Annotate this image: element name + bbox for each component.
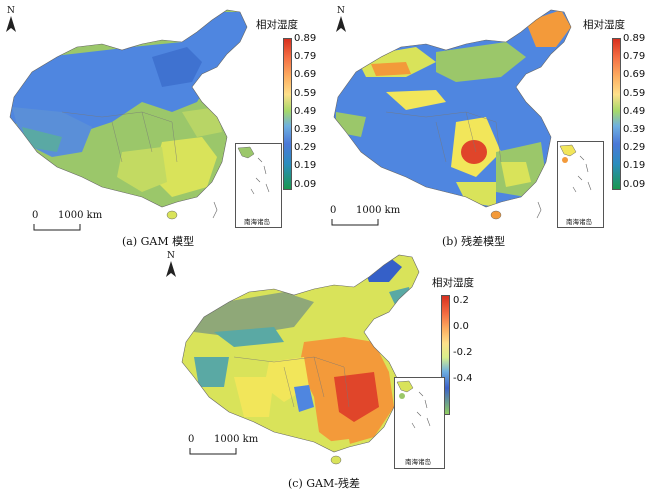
inset-label-a: 南海诸岛 [244,218,270,226]
legend-tick-label: 0.89 [623,33,646,44]
legend-tick-label: 0.0 [453,321,469,332]
legend-colorbar-b [612,38,621,190]
legend-tick-label: 0.79 [294,51,317,63]
map-china-b [333,9,572,220]
legend-tick-label: 0.89 [294,33,317,44]
scale-bar-b [331,219,379,226]
inset-south-china-sea-c: 南海诸岛 [394,377,445,469]
legend-colorbar-a [283,38,292,190]
inset-map-a [237,146,270,195]
legend-tick-label: -0.2 [453,347,473,358]
legend-title-a: 相对湿度 [256,19,298,31]
inset-label-c: 南海诸岛 [405,458,431,466]
legend-title-b: 相对湿度 [583,19,625,31]
legend-tick-label: 0.09 [294,178,317,190]
legend-tick-label: 0.49 [294,105,317,117]
legend-tick-label: 0.39 [294,124,317,135]
inset-south-china-sea-b: 南海诸岛 [557,141,604,228]
scale-label-a: 1000 km [58,210,103,221]
legend-tick-label: 0.19 [294,160,317,172]
caption-a: (a) GAM 模型 [122,235,195,248]
north-letter-b: N [337,6,345,16]
inset-label-b: 南海诸岛 [566,218,592,226]
north-letter-c: N [167,251,175,261]
inset-south-china-sea-a: 南海诸岛 [235,143,282,228]
scale-zero-c: 0 [188,434,195,445]
legend-colorbar-c [441,295,450,415]
scale-bar-c [189,448,237,455]
legend-tick-label: 0.49 [623,105,646,117]
map-china-c [181,254,420,465]
legend-tick-label: 0.19 [623,160,646,172]
panel-a: N 相对湿度 0.89 0.79 0.69 0.59 0.49 0.39 0.29 0.19 0… [0,0,316,250]
legend-tick-label: -0.4 [453,373,473,384]
scale-zero-b: 0 [330,205,337,216]
north-arrow-icon [166,261,176,277]
scale-label-b: 1000 km [356,205,401,216]
north-arrow-icon [6,16,16,32]
legend-tick-label: 0.39 [623,124,646,135]
caption-b: (b) 残差模型 [442,235,506,248]
legend-tick-label: 0.79 [623,51,646,63]
legend-tick-label: 0.59 [294,87,317,99]
north-arrow-icon [336,16,346,32]
caption-c: (c) GAM-残差 [288,477,360,490]
legend-tick-label: 0.69 [294,69,317,81]
scale-bar-a [33,224,81,231]
legend-tick-label: 0.09 [623,178,646,190]
scale-zero-a: 0 [32,210,39,221]
legend-tick-label: 0.29 [294,142,317,154]
scale-label-c: 1000 km [214,434,259,445]
panel-c: N 相对湿度 0.2 0.0 -0.2 -0.4 南海诸岛 0 1000 km (c)… [160,245,480,490]
legend-tick-label: 0.2 [453,295,469,306]
legend-tick-label: 0.59 [623,87,646,99]
north-letter-a: N [7,6,15,16]
legend-tick-label: 0.69 [623,69,646,81]
inset-map-c [396,380,431,429]
legend-tick-label: 0.29 [623,142,646,154]
inset-map-b [559,144,592,193]
panel-b: N 相对湿度 0.89 0.79 0.69 0.59 0.49 0.39 0.29 0.19 0… [320,0,650,250]
map-china-a [9,9,248,220]
legend-title-c: 相对湿度 [432,277,474,289]
